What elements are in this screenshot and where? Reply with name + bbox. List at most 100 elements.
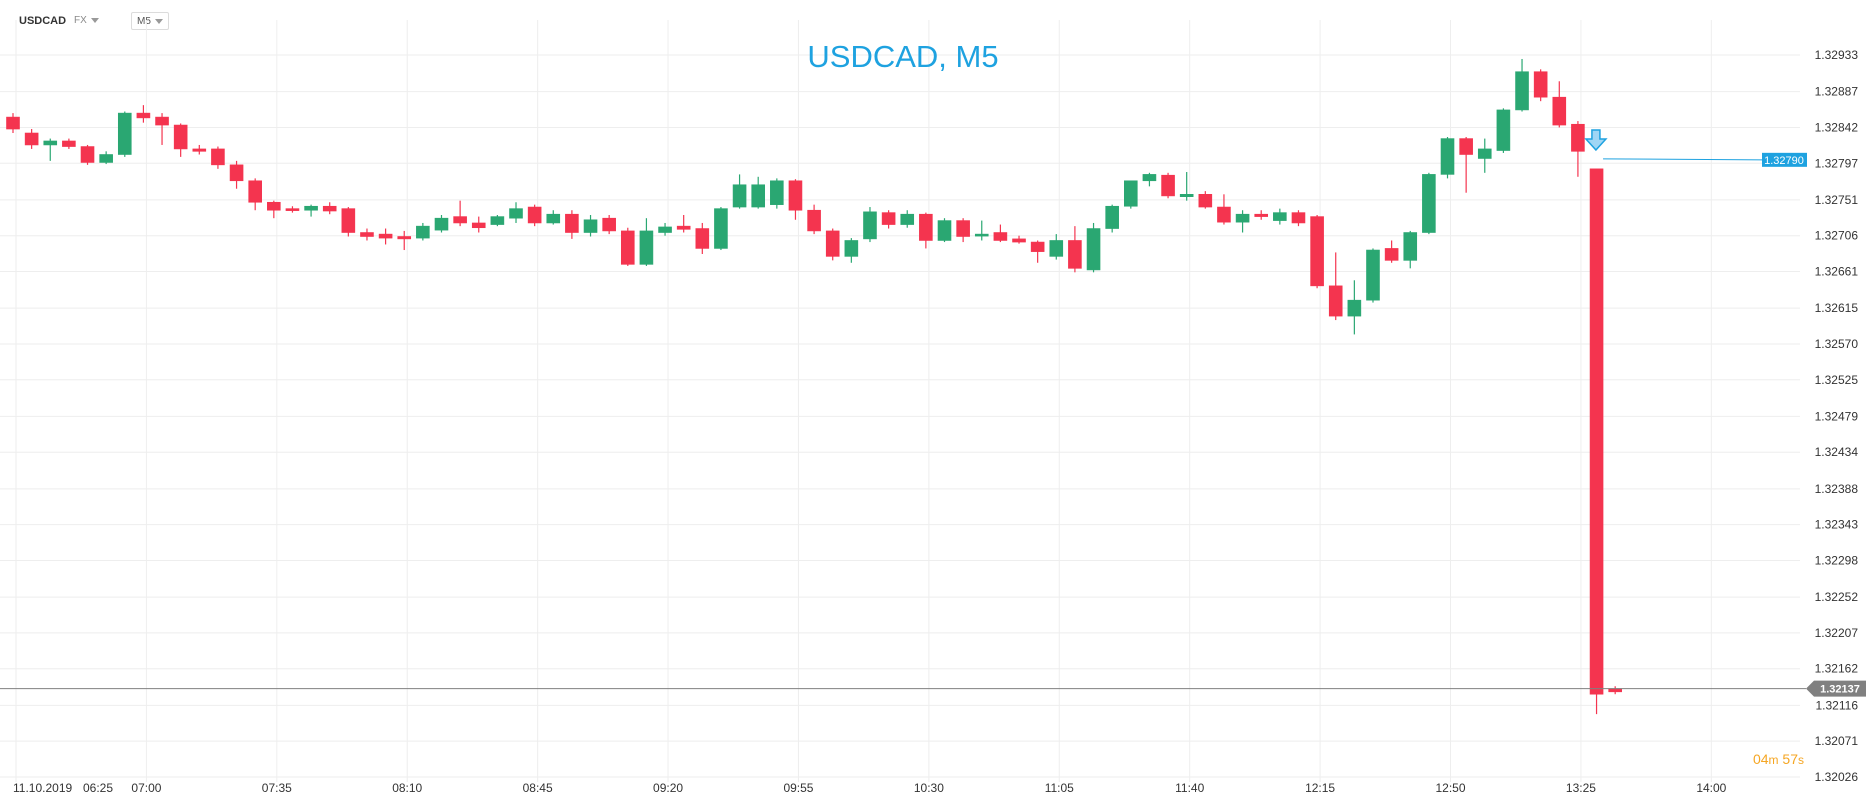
candle bbox=[1459, 136, 1473, 193]
candle-body bbox=[1012, 238, 1026, 243]
candle bbox=[378, 228, 393, 245]
candle bbox=[546, 210, 561, 225]
candle bbox=[1254, 210, 1269, 220]
x-tick-label: 08:10 bbox=[392, 781, 422, 795]
candle bbox=[416, 222, 430, 241]
candle-body bbox=[80, 146, 95, 163]
signal-price-tag-text: 1.32790 bbox=[1764, 155, 1804, 167]
candle bbox=[1068, 226, 1082, 273]
y-tick-label: 1.32116 bbox=[1816, 698, 1859, 712]
y-tick-label: 1.32479 bbox=[1815, 409, 1859, 423]
candle-body bbox=[1403, 232, 1418, 261]
candle-body bbox=[155, 116, 169, 126]
candle bbox=[1440, 136, 1455, 179]
candle-body bbox=[1552, 96, 1567, 126]
candle-body bbox=[1533, 71, 1548, 98]
candle bbox=[1235, 210, 1250, 233]
candle bbox=[1608, 686, 1622, 695]
y-tick-label: 1.32933 bbox=[1815, 48, 1859, 62]
candle-body bbox=[1124, 180, 1138, 207]
candle bbox=[1030, 240, 1045, 263]
candle bbox=[565, 210, 579, 239]
candle bbox=[974, 220, 989, 241]
candle bbox=[1496, 108, 1511, 153]
candle-body bbox=[1105, 205, 1119, 229]
candle bbox=[341, 207, 356, 237]
candle bbox=[1161, 172, 1175, 199]
y-tick-label: 1.32570 bbox=[1815, 337, 1859, 351]
candle-body bbox=[1142, 174, 1157, 182]
current-price-tag-text: 1.32137 bbox=[1820, 684, 1860, 696]
y-tick-label: 1.32071 bbox=[1815, 734, 1859, 748]
candle-body bbox=[509, 208, 523, 219]
candle-body bbox=[825, 230, 840, 257]
candle bbox=[1552, 81, 1567, 128]
candle-body bbox=[714, 208, 728, 249]
candle-body bbox=[1310, 216, 1324, 287]
timeframe-selector[interactable]: M5 bbox=[131, 12, 169, 30]
candle bbox=[1384, 240, 1399, 263]
candle bbox=[732, 174, 747, 209]
symbol-label[interactable]: USDCAD bbox=[19, 15, 67, 27]
candle-body bbox=[267, 201, 281, 211]
x-tick-label: 13:25 bbox=[1566, 781, 1596, 795]
y-tick-label: 1.32298 bbox=[1815, 553, 1859, 567]
market-label: FX bbox=[74, 15, 87, 26]
chevron-down-icon bbox=[154, 18, 163, 24]
candle-countdown: 04m 57s bbox=[1753, 751, 1804, 767]
candle-body bbox=[844, 240, 859, 257]
candle bbox=[117, 111, 132, 157]
candle-body bbox=[1328, 285, 1343, 317]
candle bbox=[99, 151, 113, 165]
candle bbox=[1086, 222, 1101, 273]
x-tick-label: 07:00 bbox=[131, 781, 161, 795]
market-selector[interactable]: FX bbox=[74, 15, 99, 26]
candle-body bbox=[211, 148, 225, 166]
candle bbox=[863, 207, 877, 243]
y-tick-label: 1.32525 bbox=[1815, 373, 1859, 387]
x-tick-label: 12:50 bbox=[1435, 781, 1465, 795]
candle-body bbox=[99, 154, 113, 163]
candle bbox=[397, 230, 412, 251]
axes: 1.32933 1.32887 1.32842 1.32797 1.32751 1.327… bbox=[13, 48, 1858, 795]
candle-body bbox=[751, 184, 766, 208]
candle-body bbox=[658, 226, 672, 233]
candle bbox=[360, 228, 374, 241]
candle-body bbox=[1496, 109, 1511, 151]
candle bbox=[304, 204, 318, 217]
candle-body bbox=[1049, 240, 1064, 257]
candle bbox=[602, 215, 616, 235]
candle bbox=[956, 218, 970, 243]
candle-body bbox=[360, 232, 374, 237]
candle bbox=[62, 138, 76, 149]
candle-body bbox=[43, 140, 58, 146]
candle bbox=[639, 218, 654, 266]
candle bbox=[1515, 58, 1529, 112]
candle bbox=[285, 206, 300, 213]
candle-body bbox=[937, 220, 952, 241]
candle bbox=[192, 144, 207, 155]
candle bbox=[1533, 69, 1548, 102]
candle-body bbox=[490, 216, 505, 225]
timer-minutes-unit: m bbox=[1768, 753, 1779, 767]
candle bbox=[229, 160, 244, 189]
arrow-down-icon bbox=[1584, 129, 1608, 152]
y-tick-label: 1.32026 bbox=[1815, 770, 1859, 784]
candle-body bbox=[1459, 138, 1473, 155]
candle bbox=[919, 212, 933, 249]
candle-body bbox=[322, 205, 337, 212]
chart-toolbar: USDCAD FX M5 bbox=[0, 0, 1866, 32]
candle-body bbox=[602, 217, 616, 232]
candle-body bbox=[1030, 241, 1045, 252]
candle bbox=[1217, 194, 1231, 225]
candle-body bbox=[378, 233, 393, 239]
candle bbox=[583, 215, 598, 237]
candle bbox=[751, 176, 766, 209]
candle-body bbox=[546, 213, 561, 224]
candle bbox=[490, 215, 505, 227]
candle-body bbox=[285, 208, 300, 211]
timer-seconds-unit: s bbox=[1798, 753, 1804, 767]
candle bbox=[900, 210, 915, 228]
y-tick-label: 1.32842 bbox=[1815, 120, 1859, 134]
